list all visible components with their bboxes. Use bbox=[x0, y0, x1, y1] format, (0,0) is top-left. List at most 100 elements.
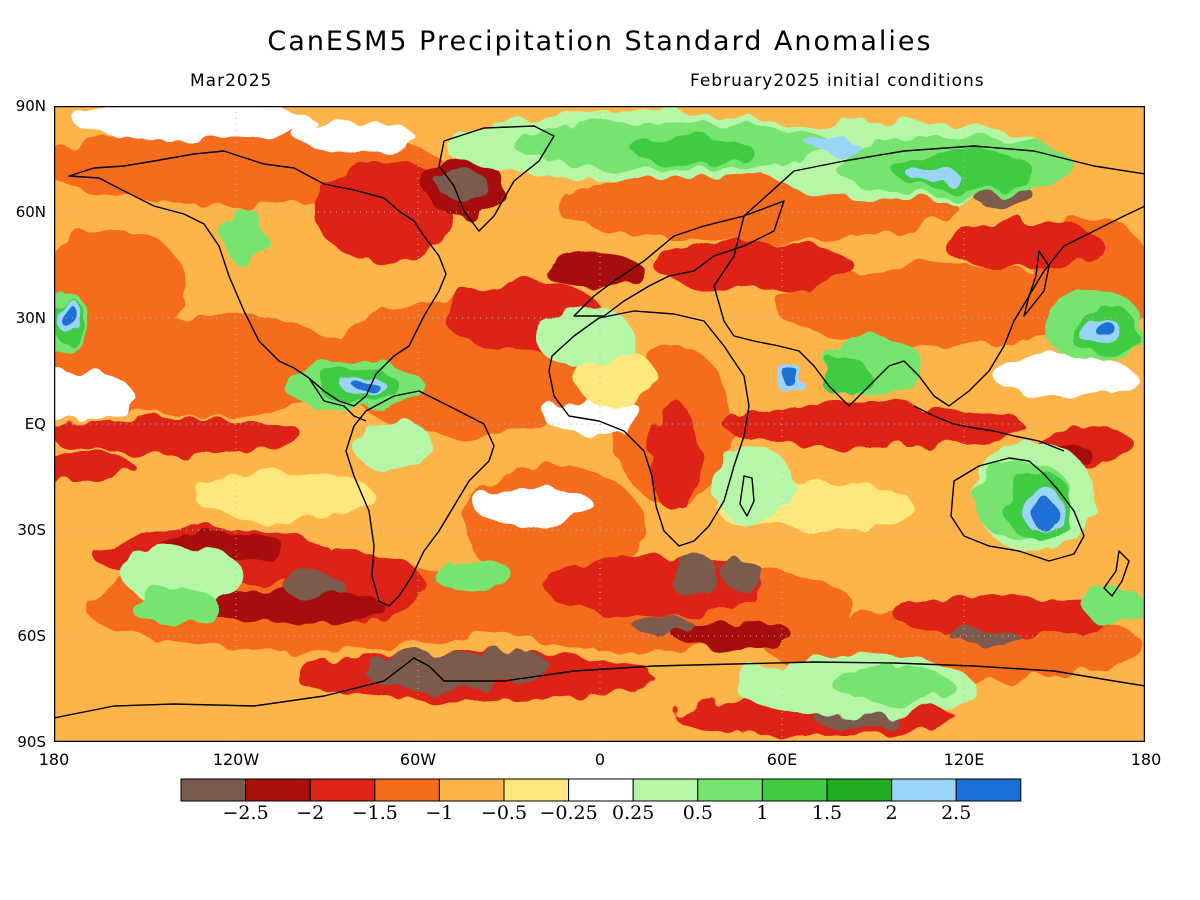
colorbar-swatch bbox=[309, 778, 376, 802]
colorbar-label: −0.5 bbox=[480, 802, 528, 824]
anomaly-blob-dry2 bbox=[944, 221, 1104, 271]
lat-tick-90s: 90S bbox=[17, 733, 46, 751]
coast-africa bbox=[548, 310, 750, 547]
lat-tick-30s: 30S bbox=[17, 521, 46, 539]
colorbar-label: −1 bbox=[425, 802, 454, 824]
anomaly-blob-wet3 bbox=[819, 356, 869, 396]
anomaly-blob-wet2 bbox=[1084, 586, 1144, 626]
colorbar-label: 1 bbox=[756, 802, 769, 824]
lon-tick-60w: 60W bbox=[399, 750, 437, 769]
anomaly-blob-dry2 bbox=[649, 401, 699, 511]
coast-central-america bbox=[308, 377, 367, 422]
anomaly-blob-light_dry bbox=[194, 471, 374, 521]
anomaly-blob-neutral bbox=[474, 486, 594, 526]
colorbar-label: −2.5 bbox=[222, 802, 269, 824]
anomaly-blob-wet6 bbox=[1034, 500, 1058, 532]
anomaly-blob-wet2 bbox=[129, 588, 219, 624]
anomaly-blob-dry2 bbox=[54, 451, 134, 481]
anomaly-blob-neutral bbox=[994, 354, 1134, 398]
anomaly-blob-neutral bbox=[544, 396, 644, 436]
colorbar-swatch bbox=[245, 778, 311, 802]
coast-europe bbox=[573, 200, 785, 317]
colorbar-swatch bbox=[180, 778, 247, 802]
anomaly-blob-wet6 bbox=[354, 380, 378, 392]
map-title: CanESM5 Precipitation Standard Anomalies bbox=[267, 26, 933, 57]
colorbar-swatch bbox=[374, 778, 440, 802]
anomaly-blob-dry4 bbox=[439, 171, 489, 201]
anomaly-blob-neutral bbox=[74, 106, 314, 141]
anomaly-blob-dry4 bbox=[469, 650, 549, 682]
anomaly-blob-dry4 bbox=[284, 572, 344, 600]
colorbar-label: 2.5 bbox=[941, 802, 972, 824]
graticule bbox=[54, 106, 1145, 742]
colorbar-swatch bbox=[826, 778, 893, 802]
anomaly-blob-wet5 bbox=[809, 138, 859, 154]
map-frame bbox=[54, 106, 1145, 742]
anomaly-blob-dry2 bbox=[724, 404, 1024, 448]
anomaly-blob-dry2 bbox=[314, 161, 454, 261]
lon-tick-120w: 120W bbox=[212, 750, 260, 769]
anomaly-blob-wet2 bbox=[434, 561, 514, 591]
colorbar-label: −0.25 bbox=[539, 802, 598, 824]
colorbar-swatch bbox=[955, 778, 1022, 802]
anomaly-blob-dry2 bbox=[894, 596, 1114, 636]
lon-tick-120e: 120E bbox=[943, 750, 985, 769]
lon-tick-180w: 180 bbox=[38, 750, 70, 769]
colorbar-label: 1.5 bbox=[811, 802, 843, 824]
coast-north-america bbox=[68, 150, 447, 407]
coastlines bbox=[54, 125, 1145, 719]
anomaly-blob-neutral bbox=[54, 371, 134, 421]
anomaly-map bbox=[54, 106, 1145, 742]
coast-asia bbox=[713, 145, 1145, 407]
lat-tick-60n: 60N bbox=[15, 203, 46, 221]
coast-nz bbox=[1103, 550, 1130, 597]
colorbar-label: 2 bbox=[885, 802, 898, 824]
colorbar-swatch bbox=[438, 778, 505, 802]
lat-tick-60s: 60S bbox=[17, 627, 46, 645]
anomaly-field bbox=[54, 106, 1145, 736]
lon-tick-0: 0 bbox=[594, 750, 606, 769]
colorbar-swatch bbox=[632, 778, 699, 802]
colorbar bbox=[180, 778, 1022, 806]
coast-australia bbox=[950, 457, 1085, 562]
coast-antarctica bbox=[54, 657, 1145, 719]
anomaly-blob-dry2 bbox=[54, 418, 304, 454]
anomaly-blob-wet2 bbox=[224, 206, 264, 266]
colorbar-label: 0.5 bbox=[682, 802, 713, 824]
anomaly-blob-dry4 bbox=[634, 616, 694, 636]
colorbar-swatch bbox=[697, 778, 763, 802]
anomaly-blob-wet3 bbox=[634, 136, 754, 166]
lon-tick-180e: 180 bbox=[1130, 750, 1162, 769]
coast-japan bbox=[1023, 250, 1050, 317]
anomaly-blob-dry3 bbox=[674, 622, 794, 650]
anomaly-blob-dry4 bbox=[724, 560, 764, 592]
anomaly-blob-dry2 bbox=[654, 241, 854, 291]
anomaly-blob-neutral bbox=[294, 121, 414, 151]
anomaly-blob-wet6 bbox=[61, 304, 77, 328]
coast-maritime bbox=[913, 405, 1065, 452]
lon-tick-60e: 60E bbox=[766, 750, 798, 769]
anomaly-blob-wet1 bbox=[534, 306, 634, 366]
lat-tick-30n: 30N bbox=[15, 309, 46, 327]
colorbar-label: −1.5 bbox=[351, 802, 398, 824]
lat-tick-90n: 90N bbox=[15, 97, 46, 115]
coast-madagascar bbox=[739, 475, 755, 517]
anomaly-blob-dry1 bbox=[774, 266, 1094, 346]
coast-greenland bbox=[438, 125, 555, 232]
colorbar-label: −2 bbox=[296, 802, 325, 824]
anomaly-blob-dry3 bbox=[204, 588, 384, 624]
anomaly-blob-wet5 bbox=[909, 168, 959, 184]
anomaly-blob-wet6 bbox=[783, 369, 801, 387]
valid-month-label: Mar2025 bbox=[190, 71, 273, 91]
colorbar-label: 0.25 bbox=[612, 802, 655, 824]
colorbar-swatch bbox=[568, 778, 634, 802]
anomaly-blob-dry3 bbox=[544, 253, 644, 289]
anomaly-blob-wet6 bbox=[1094, 320, 1114, 336]
lat-tick-eq: EQ bbox=[24, 415, 46, 433]
colorbar-swatch bbox=[761, 778, 828, 802]
anomaly-blob-dry4 bbox=[669, 554, 719, 598]
anomaly-blob-wet2 bbox=[834, 668, 954, 704]
initial-conditions-label: February2025 initial conditions bbox=[690, 71, 985, 91]
coast-south-america bbox=[345, 390, 495, 607]
anomaly-blob-wet1 bbox=[354, 421, 434, 471]
